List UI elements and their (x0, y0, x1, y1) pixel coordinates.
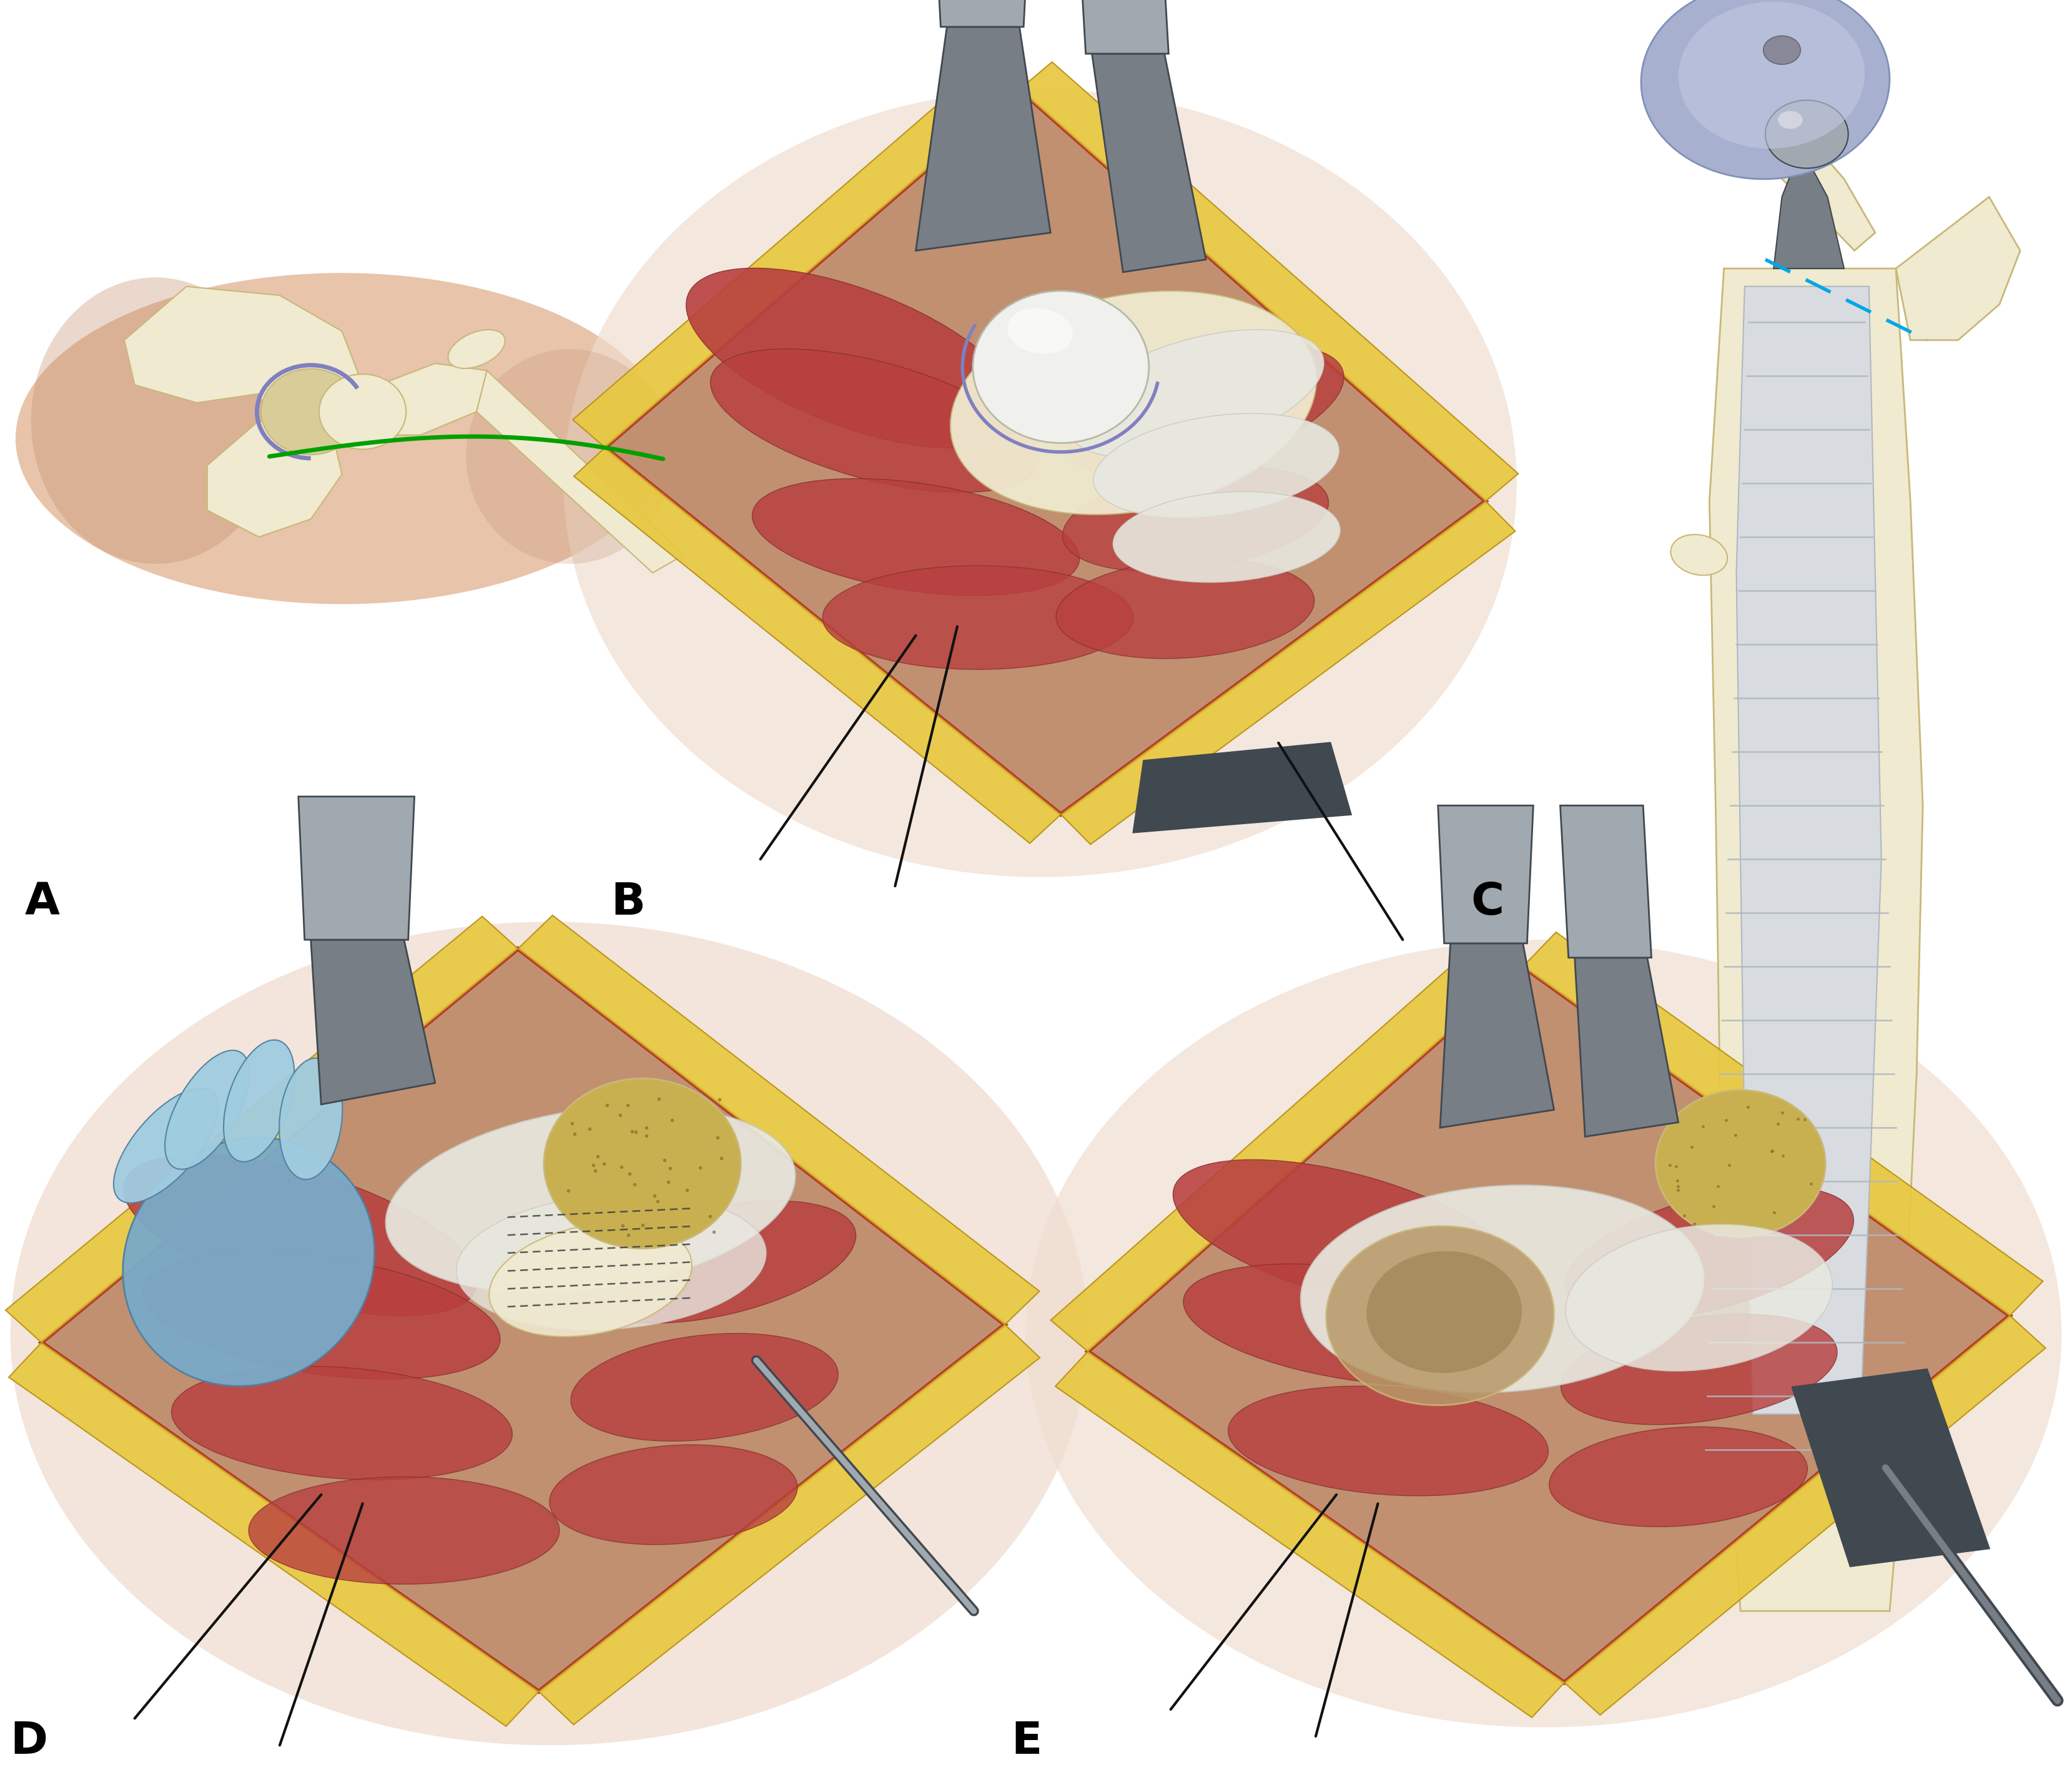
Polygon shape (1019, 63, 1519, 501)
Text: E: E (1011, 1720, 1042, 1763)
Polygon shape (1774, 170, 1844, 268)
Ellipse shape (172, 1366, 512, 1480)
Ellipse shape (1007, 308, 1073, 354)
Ellipse shape (261, 369, 361, 455)
Polygon shape (1896, 197, 2020, 340)
Polygon shape (371, 363, 487, 435)
Polygon shape (311, 940, 435, 1104)
Ellipse shape (711, 349, 1038, 492)
Polygon shape (1077, 0, 1169, 54)
Ellipse shape (1067, 329, 1324, 458)
Polygon shape (1061, 501, 1515, 845)
Polygon shape (1709, 268, 1923, 1611)
Ellipse shape (166, 1051, 249, 1169)
Ellipse shape (1560, 1314, 1838, 1425)
Polygon shape (1560, 806, 1651, 958)
Text: B: B (611, 881, 646, 924)
Ellipse shape (974, 290, 1148, 442)
Ellipse shape (124, 1155, 477, 1316)
Polygon shape (1051, 936, 1523, 1351)
Polygon shape (207, 421, 342, 537)
Ellipse shape (1094, 413, 1339, 517)
Polygon shape (6, 916, 518, 1342)
Text: C: C (1471, 881, 1504, 924)
Ellipse shape (951, 292, 1316, 514)
Ellipse shape (1670, 535, 1728, 575)
Polygon shape (1772, 134, 1875, 251)
Ellipse shape (466, 349, 673, 564)
Ellipse shape (456, 1194, 767, 1330)
Ellipse shape (686, 268, 1021, 448)
Ellipse shape (224, 1040, 294, 1162)
Polygon shape (657, 134, 1432, 773)
Ellipse shape (143, 1253, 499, 1378)
Polygon shape (1438, 806, 1533, 943)
Text: A: A (25, 881, 60, 924)
Ellipse shape (489, 1223, 692, 1337)
Ellipse shape (10, 922, 1088, 1745)
Ellipse shape (1301, 1185, 1703, 1393)
Polygon shape (1792, 1369, 1989, 1566)
Ellipse shape (249, 1477, 559, 1584)
Ellipse shape (1183, 1264, 1531, 1385)
Ellipse shape (564, 89, 1517, 877)
Ellipse shape (572, 1334, 837, 1441)
Ellipse shape (1641, 0, 1890, 179)
Polygon shape (1523, 933, 2043, 1316)
Ellipse shape (752, 478, 1080, 596)
Polygon shape (572, 61, 1019, 448)
Polygon shape (1575, 958, 1678, 1137)
Polygon shape (1440, 943, 1554, 1128)
Ellipse shape (122, 1138, 375, 1385)
Ellipse shape (1173, 1160, 1521, 1310)
Ellipse shape (280, 1058, 342, 1180)
Ellipse shape (549, 1445, 798, 1545)
Polygon shape (934, 0, 1030, 27)
Polygon shape (1564, 1316, 2045, 1715)
Ellipse shape (1678, 2, 1865, 149)
Ellipse shape (1063, 467, 1328, 571)
Polygon shape (298, 797, 414, 940)
Ellipse shape (1550, 1427, 1807, 1527)
Ellipse shape (1368, 1251, 1521, 1373)
Ellipse shape (385, 1106, 796, 1292)
Ellipse shape (1765, 100, 1848, 168)
Ellipse shape (1057, 558, 1314, 659)
Polygon shape (1133, 743, 1351, 832)
Ellipse shape (1778, 111, 1803, 129)
Ellipse shape (543, 1078, 742, 1249)
Polygon shape (124, 286, 363, 435)
Polygon shape (1055, 1351, 1564, 1717)
Polygon shape (41, 949, 1005, 1692)
Ellipse shape (574, 1201, 856, 1323)
Polygon shape (916, 27, 1051, 251)
Polygon shape (1736, 286, 1881, 1414)
Ellipse shape (15, 272, 669, 605)
Text: D: D (10, 1720, 48, 1763)
Ellipse shape (823, 566, 1133, 669)
Polygon shape (539, 1325, 1040, 1724)
Ellipse shape (1326, 1226, 1554, 1405)
Ellipse shape (114, 1088, 218, 1203)
Polygon shape (574, 448, 1061, 843)
Ellipse shape (319, 374, 406, 449)
Polygon shape (8, 1342, 539, 1726)
Ellipse shape (31, 277, 280, 564)
Ellipse shape (1067, 345, 1345, 478)
Ellipse shape (1656, 1090, 1825, 1237)
Ellipse shape (1113, 492, 1341, 582)
Polygon shape (1088, 967, 2010, 1683)
Ellipse shape (1763, 36, 1801, 64)
Polygon shape (477, 371, 684, 573)
Polygon shape (1092, 54, 1206, 272)
Ellipse shape (448, 329, 506, 369)
Ellipse shape (1564, 1187, 1854, 1319)
Ellipse shape (1229, 1385, 1548, 1496)
Polygon shape (605, 89, 1486, 814)
Polygon shape (518, 915, 1040, 1325)
Ellipse shape (1026, 940, 2062, 1727)
Ellipse shape (1566, 1224, 1832, 1371)
